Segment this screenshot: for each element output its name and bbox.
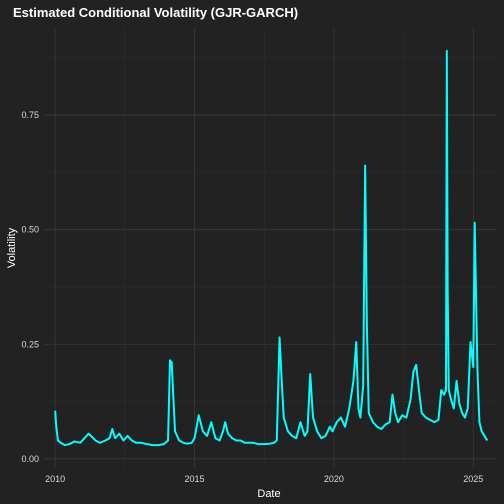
volatility-series-line — [54, 49, 489, 447]
y-axis-ticks: 0.00 0.25 0.50 0.75 — [21, 110, 39, 464]
x-tick-label: 2015 — [185, 474, 205, 484]
x-tick-label: 2010 — [45, 474, 65, 484]
chart-title: Estimated Conditional Volatility (GJR-GA… — [13, 5, 298, 20]
x-tick-label: 2020 — [324, 474, 344, 484]
y-axis-title: Volatility — [6, 227, 18, 268]
y-tick-label: 0.50 — [21, 225, 39, 235]
grid-major — [44, 28, 497, 468]
y-tick-label: 0.25 — [21, 339, 39, 349]
y-tick-label: 0.75 — [21, 110, 39, 120]
x-axis-title: Date — [257, 488, 280, 500]
x-tick-label: 2025 — [463, 474, 483, 484]
y-tick-label: 0.00 — [21, 454, 39, 464]
series-layer — [54, 49, 489, 447]
x-axis-ticks: 2010 2015 2020 2025 — [45, 474, 483, 484]
grid-minor — [44, 28, 497, 468]
